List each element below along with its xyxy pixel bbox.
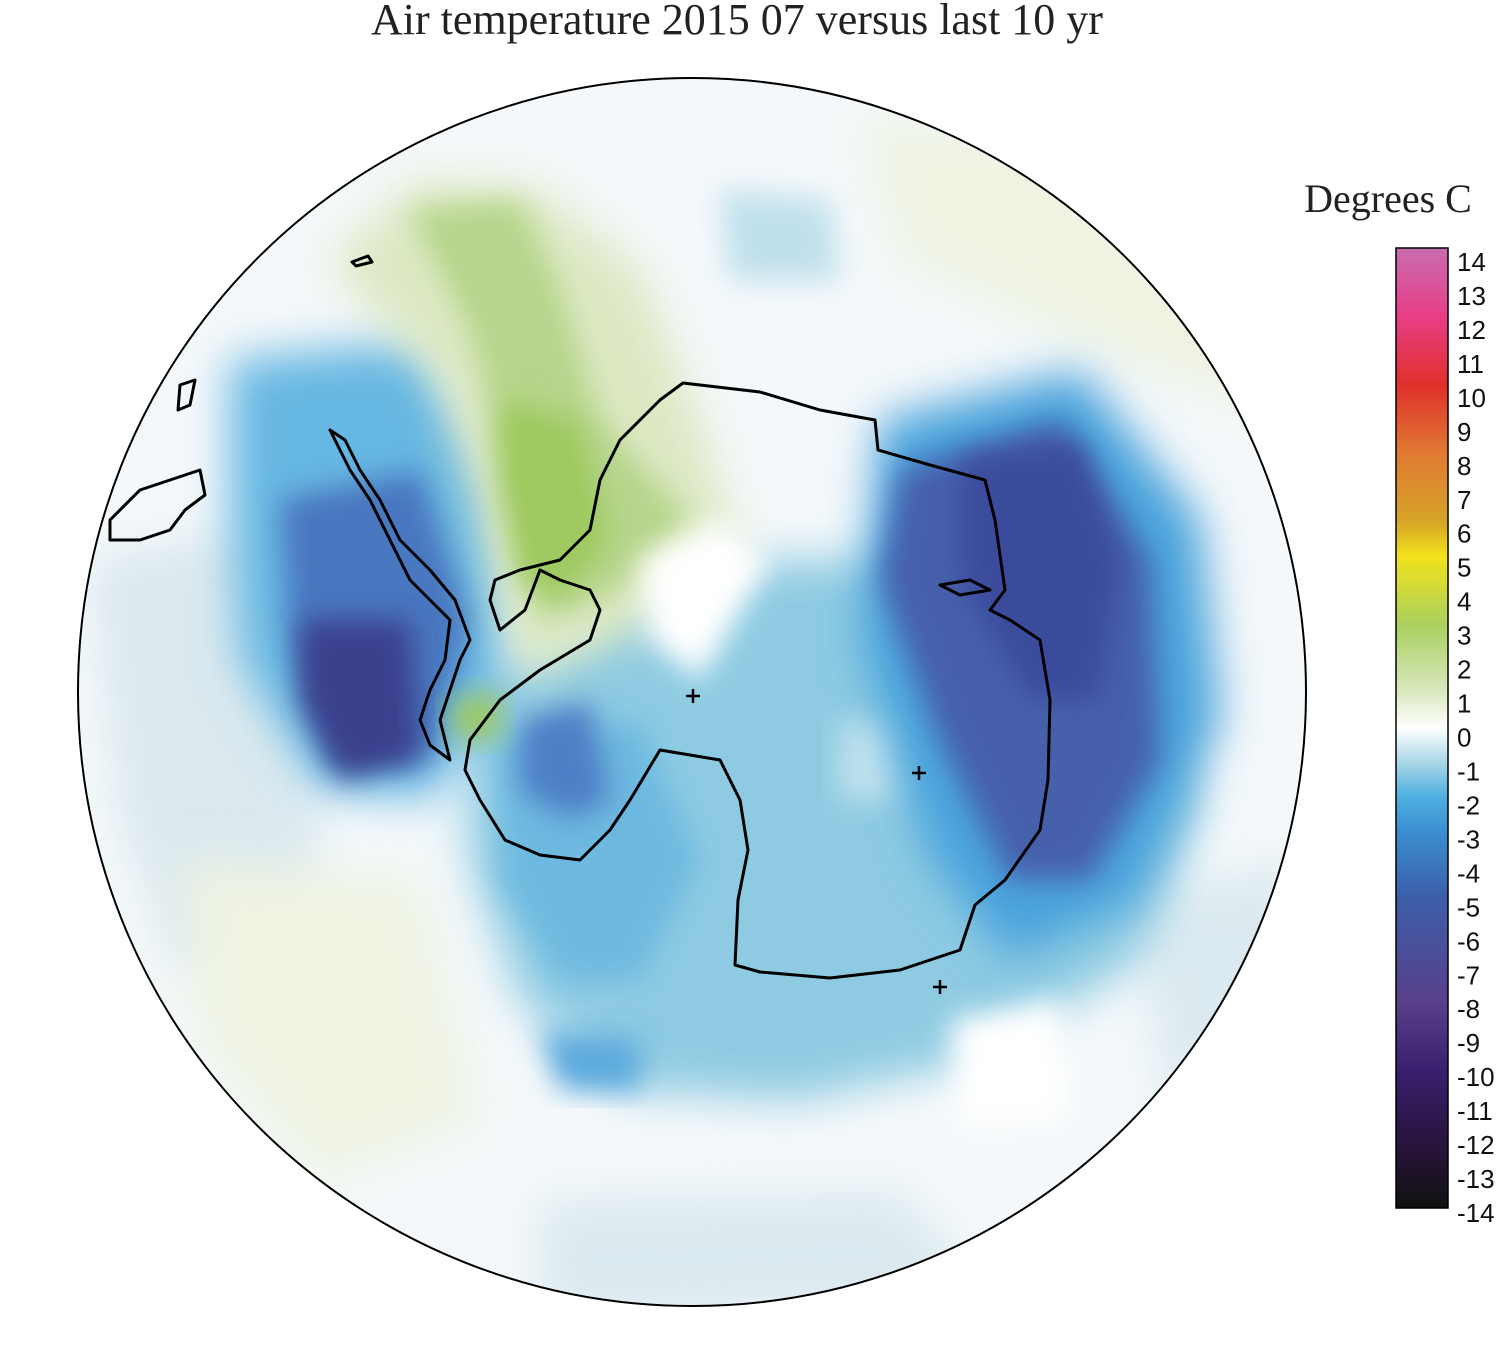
map-title: Air temperature 2015 07 versus last 10 y… (371, 0, 1103, 44)
legend-title: Degrees C (1304, 176, 1472, 221)
south-georgia (350, 254, 374, 268)
colorbar-tick-label: -3 (1457, 824, 1480, 854)
colorbar-tick-label: 3 (1457, 621, 1471, 651)
antarctica-coastline (463, 381, 1052, 980)
colorbar-tick-label: 8 (1457, 451, 1471, 481)
colorbar-tick-label: -12 (1457, 1130, 1495, 1160)
colorbar-tick-label: -11 (1457, 1096, 1493, 1126)
colorbar-tick-label: 13 (1457, 281, 1486, 311)
marker-plus (686, 689, 700, 703)
colorbar-tick-label: -14 (1457, 1198, 1495, 1228)
colorbar-tick-labels: 14131211109876543210-1-2-3-4-5-6-7-8-9-1… (1457, 247, 1495, 1228)
colorbar-tick-label: -2 (1457, 790, 1480, 820)
colorbar-fill (1396, 248, 1448, 1208)
colorbar-tick-label: 2 (1457, 655, 1471, 685)
colorbar-tick-label: -7 (1457, 960, 1480, 990)
colorbar-tick-label: 5 (1457, 553, 1471, 583)
colorbar-tick-label: -8 (1457, 994, 1480, 1024)
map-disc (78, 78, 1306, 1306)
coastlines (108, 254, 1052, 980)
colorbar-tick-label: -5 (1457, 892, 1480, 922)
colorbar-tick-label: 6 (1457, 519, 1471, 549)
colorbar-tick-label: 4 (1457, 587, 1471, 617)
marker-plus (912, 766, 926, 780)
colorbar-tick-label: 12 (1457, 315, 1486, 345)
colorbar: 14131211109876543210-1-2-3-4-5-6-7-8-9-1… (1395, 247, 1495, 1228)
map-border (77, 77, 1307, 1307)
colorbar-tick-label: -6 (1457, 926, 1480, 956)
colorbar-tick-label: 1 (1457, 689, 1471, 719)
colorbar-tick-label: 9 (1457, 417, 1471, 447)
colorbar-tick-label: 11 (1457, 349, 1484, 379)
colorbar-tick-label: 14 (1457, 247, 1486, 277)
colorbar-tick-label: -1 (1457, 756, 1480, 786)
antarctic-peninsula (328, 428, 472, 762)
south-america-tip (108, 468, 207, 542)
colorbar-tick-label: 7 (1457, 485, 1471, 515)
colorbar-tick-label: 10 (1457, 383, 1486, 413)
colorbar-tick-label: -4 (1457, 858, 1480, 888)
anomaly-field (90, 120, 1300, 1306)
colorbar-frame (1395, 247, 1449, 1209)
colorbar-tick-label: -9 (1457, 1028, 1480, 1058)
station-markers (686, 689, 947, 994)
marker-plus (933, 980, 947, 994)
falkland-islands (176, 378, 197, 412)
colorbar-tick-label: 0 (1457, 723, 1471, 753)
colorbar-tick-label: -10 (1457, 1062, 1495, 1092)
colorbar-tick-label: -13 (1457, 1164, 1495, 1194)
island-west (938, 578, 992, 597)
